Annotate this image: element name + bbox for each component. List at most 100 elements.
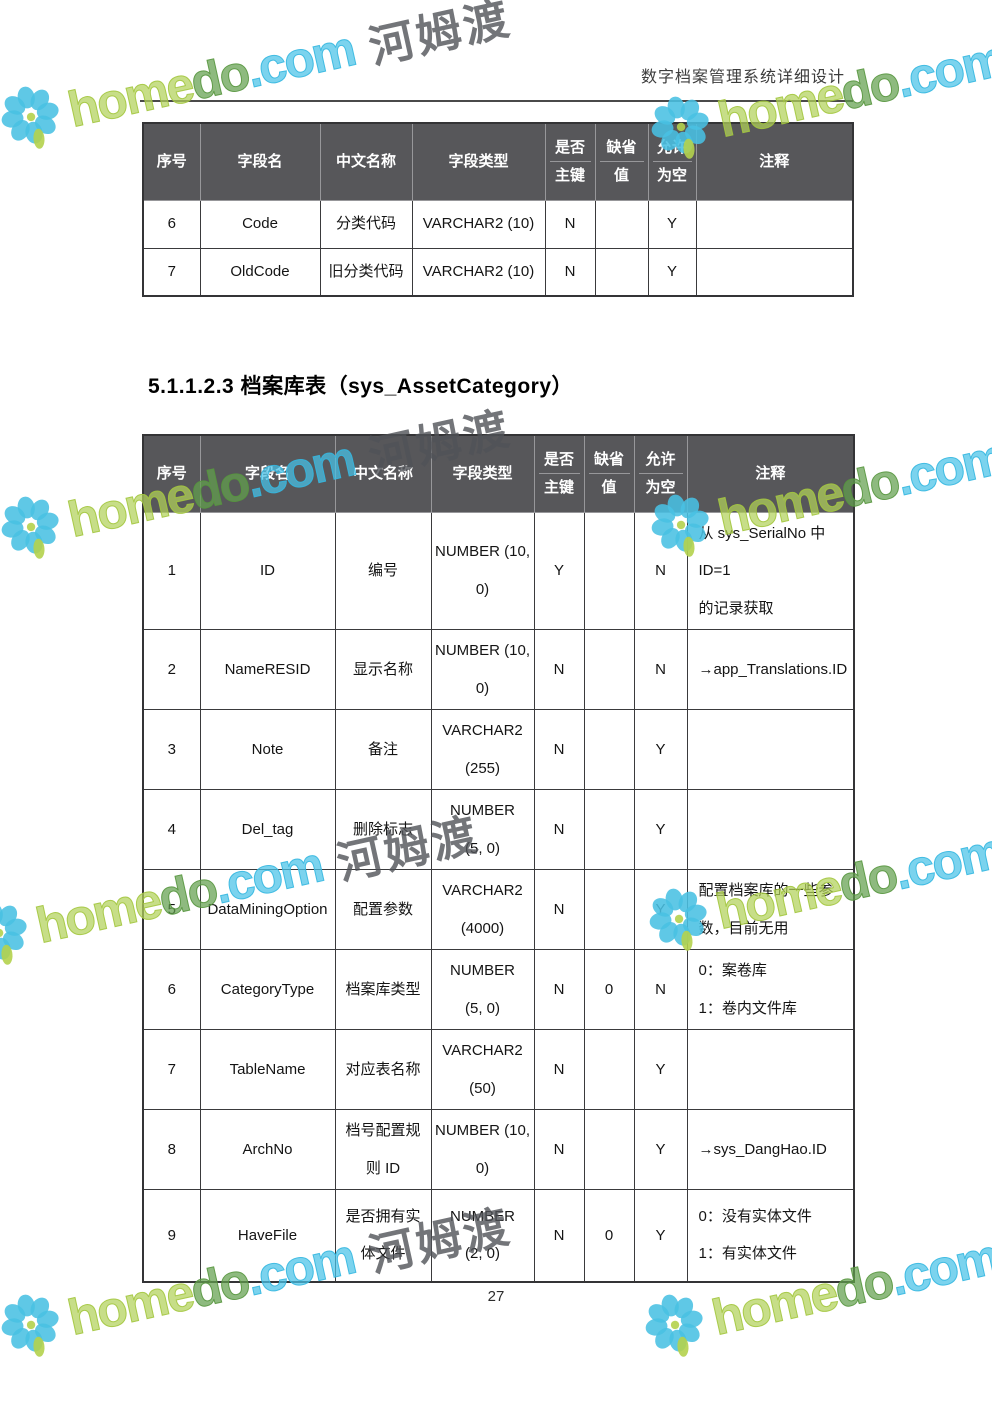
table-cell: N [533, 789, 585, 870]
column-header: 序号 [142, 122, 201, 201]
table-cell: Y [647, 247, 697, 297]
page-number: 27 [487, 1288, 505, 1305]
homedo-flower-icon [0, 902, 27, 965]
watermark-chinese-text: 河姆渡 [364, 0, 516, 73]
table-cell: N [533, 1109, 585, 1190]
table-cell: 5 [142, 869, 201, 950]
table-cell: HaveFile [199, 1189, 336, 1282]
table-cell: VARCHAR2 (50) [430, 1029, 535, 1110]
table-cell: 编号 [334, 511, 432, 630]
table-cell: N [633, 949, 688, 1030]
table-cell: 档案库类型 [334, 949, 432, 1030]
table-cell: N [533, 1029, 585, 1110]
table-cell [686, 1029, 855, 1110]
column-header: 缺省 值 [583, 434, 635, 513]
table-cell [583, 789, 635, 870]
table-cell [583, 629, 635, 710]
asset-category-field-table: 序号 字段名 中文名称 字段类型 是否 主键 缺省 值允许 为空 注释 1 ID 编号 NUMBER… [142, 434, 856, 1283]
table-cell: Y [633, 1029, 688, 1110]
column-header: 允许 为空 [647, 122, 697, 201]
table-cell: Y [633, 1109, 688, 1190]
table-cell: NUMBER (10, 0) [430, 629, 535, 710]
table-cell: 0 [583, 1189, 635, 1282]
table-cell: ID [199, 511, 336, 630]
table-cell: NUMBER (10, 0) [430, 511, 535, 630]
table-cell: N [533, 709, 585, 790]
table-cell: 删除标志 [334, 789, 432, 870]
table-row: 6 Code 分类代码 VARCHAR2 (10) N Y [142, 199, 854, 249]
table-row: 7 OldCode 旧分类代码 VARCHAR2 (10) N Y [142, 247, 854, 297]
table-row: 3 Note 备注 VARCHAR2 (255) N Y [142, 709, 855, 790]
table-cell: 9 [142, 1189, 201, 1282]
table-cell: OldCode [199, 247, 321, 297]
table-cell: N [633, 629, 688, 710]
column-header: 字段名 [199, 122, 321, 201]
column-header: 字段类型 [411, 122, 546, 201]
table-cell [594, 199, 649, 249]
table-cell: 8 [142, 1109, 201, 1190]
table-row: 8 ArchNo 档号配置规 则 ID NUMBER (10, 0) N Y →sys_Da… [142, 1109, 855, 1190]
header-divider [140, 100, 853, 102]
table-cell: ArchNo [199, 1109, 336, 1190]
table-cell: 显示名称 [334, 629, 432, 710]
table-cell: N [533, 949, 585, 1030]
table-cell: VARCHAR2 (4000) [430, 869, 535, 950]
table-cell: NUMBER (5, 0) [430, 949, 535, 1030]
table-row: 6 CategoryType 档案库类型 NUMBER (5, 0) N 0 N 0：案卷库 … [142, 949, 855, 1030]
table-cell: 6 [142, 949, 201, 1030]
table-cell: Y [633, 869, 688, 950]
table-cell: NUMBER (5, 0) [430, 789, 535, 870]
table-cell: N [544, 199, 596, 249]
table-cell [695, 199, 854, 249]
table-cell: 对应表名称 [334, 1029, 432, 1110]
table-cell: 旧分类代码 [319, 247, 413, 297]
table-cell [686, 709, 855, 790]
table-row: 9 HaveFile 是否拥有实 体文件 NUMBER (2, 0) N 0 Y 0：没有实体… [142, 1189, 855, 1282]
table-cell: 0：没有实体文件 1：有实体文件 [686, 1189, 855, 1282]
table-cell [594, 247, 649, 297]
column-header: 允许 为空 [633, 434, 688, 513]
table-cell [583, 869, 635, 950]
table-cell: N [533, 869, 585, 950]
table-cell [583, 709, 635, 790]
table-cell: 是否拥有实 体文件 [334, 1189, 432, 1282]
column-header: 是否 主键 [544, 122, 596, 201]
column-header: 注释 [695, 122, 854, 201]
table-cell: 0 [583, 949, 635, 1030]
table-cell: 7 [142, 1029, 201, 1110]
table-cell: VARCHAR2 (10) [411, 247, 546, 297]
table-cell: Code [199, 199, 321, 249]
column-header: 字段名 [199, 434, 336, 513]
table-cell: Y [633, 709, 688, 790]
table-cell: 2 [142, 629, 201, 710]
classification-field-table: 序号 字段名 中文名称 字段类型 是否 主键 缺省 值允许 为空 注释 6 Code 分类代码 VA… [142, 122, 854, 297]
table-cell [583, 1029, 635, 1110]
column-header: 中文名称 [319, 122, 413, 201]
table-cell: 从 sys_SerialNo 中 ID=1 的记录获取 [686, 511, 855, 630]
table-header-row: 序号 字段名 中文名称 字段类型 是否 主键 缺省 值允许 为空 注释 [142, 434, 855, 513]
table-cell: NUMBER (2, 0) [430, 1189, 535, 1282]
table-cell: TableName [199, 1029, 336, 1110]
table-cell: VARCHAR2 (255) [430, 709, 535, 790]
column-header: 序号 [142, 434, 201, 513]
table-cell: N [533, 629, 585, 710]
table-cell: →sys_DangHao.ID [686, 1109, 855, 1190]
table-cell: Y [633, 789, 688, 870]
section-heading: 5.1.1.2.3 档案库表（sys_AssetCategory） [148, 375, 574, 398]
table-cell: 3 [142, 709, 201, 790]
column-header: 中文名称 [334, 434, 432, 513]
table-cell [583, 511, 635, 630]
table-cell: Note [199, 709, 336, 790]
table-row: 1 ID 编号 NUMBER (10, 0) Y N 从 sys_SerialNo 中 ID… [142, 511, 855, 630]
table-cell: 7 [142, 247, 201, 297]
column-header: 缺省 值 [594, 122, 649, 201]
table-cell: 0：案卷库 1：卷内文件库 [686, 949, 855, 1030]
document-header-title: 数字档案管理系统详细设计 [640, 69, 845, 86]
table-cell: 配置参数 [334, 869, 432, 950]
table-cell: Y [533, 511, 585, 630]
table-cell: NameRESID [199, 629, 336, 710]
watermark-brand-text: homedo.com [63, 20, 360, 139]
table-cell: 备注 [334, 709, 432, 790]
table-row: 7 TableName 对应表名称 VARCHAR2 (50) N Y [142, 1029, 855, 1110]
table-cell: 档号配置规 则 ID [334, 1109, 432, 1190]
